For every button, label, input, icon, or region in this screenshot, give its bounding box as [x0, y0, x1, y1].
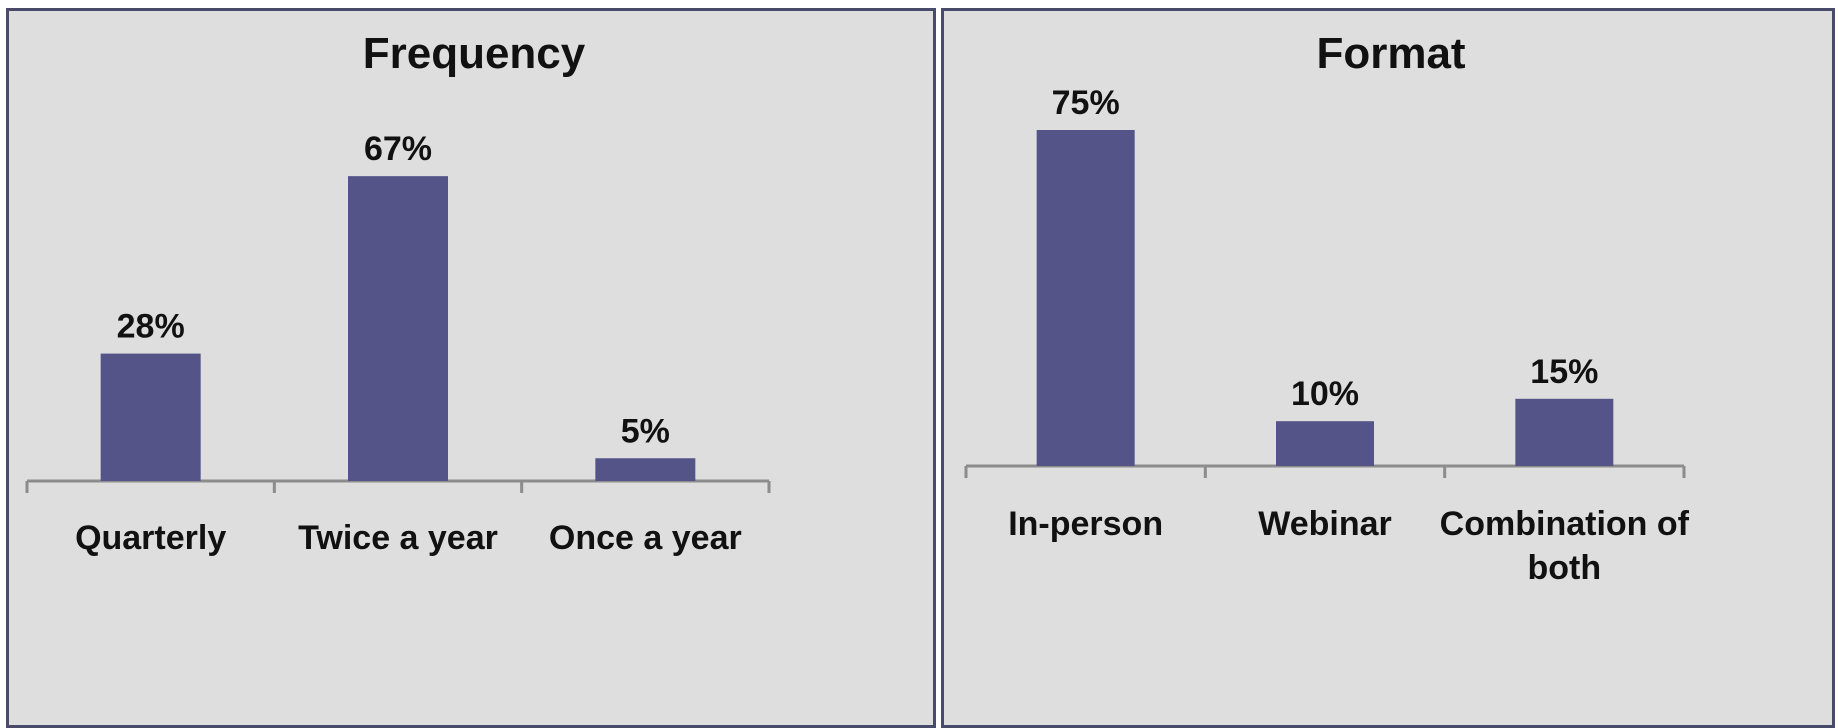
category-label: Quarterly [75, 519, 226, 557]
category-label: Webinar [1258, 505, 1392, 543]
category-label: Combination of [1440, 505, 1690, 543]
chart-panel-format: Format 75% In-person 10% Webinar 15% Combinat… [941, 8, 1835, 728]
data-label: 10% [1291, 375, 1359, 413]
category-label: Twice a year [298, 519, 498, 557]
chart-title-frequency: Frequency [363, 29, 586, 78]
bar-quarterly [100, 353, 201, 481]
bar-webinar [1276, 421, 1374, 466]
data-label: 15% [1530, 353, 1598, 391]
data-label: 28% [117, 308, 185, 346]
data-label: 75% [1052, 84, 1120, 122]
data-label: 67% [364, 130, 432, 168]
category-label: both [1528, 549, 1602, 587]
category-label: In-person [1008, 505, 1163, 543]
chart-title-format: Format [1316, 29, 1465, 78]
bar-once-a-year [595, 458, 696, 481]
frequency-chart: Frequency 28% Quarterly 67% Twice a year 5% O… [25, 29, 771, 557]
bar-twice-a-year [348, 176, 448, 481]
format-chart: Format 75% In-person 10% Webinar 15% Combinat… [964, 29, 1690, 587]
bar-in-person [1036, 130, 1135, 466]
data-label: 5% [621, 412, 670, 450]
category-label: Once a year [549, 519, 742, 557]
bar-combination-of-both [1515, 398, 1614, 466]
chart-panel-frequency: Frequency 28% Quarterly 67% Twice a year 5% O… [6, 8, 936, 728]
